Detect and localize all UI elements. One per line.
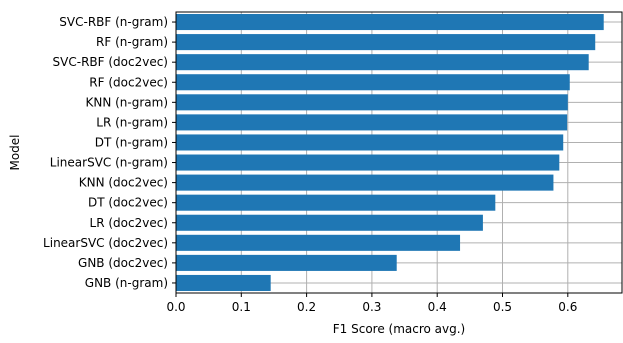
x-tick-label: 0.3: [362, 300, 381, 314]
y-tick-label: DT (doc2vec): [88, 196, 168, 210]
bars: [176, 14, 604, 291]
bar: [176, 74, 570, 90]
bar: [176, 14, 604, 30]
x-tick-label: 0.4: [428, 300, 447, 314]
bar: [176, 255, 397, 271]
x-tick-label: 0.0: [166, 300, 185, 314]
y-tick-label: LinearSVC (doc2vec): [43, 236, 168, 250]
y-tick-label: GNB (doc2vec): [78, 256, 168, 270]
x-axis-ticks: 0.0 0.1 0.2 0.3 0.4 0.5 0.6: [166, 293, 577, 314]
y-tick-label: KNN (doc2vec): [79, 176, 168, 190]
y-tick-label: RF (n-gram): [96, 35, 168, 49]
y-tick-label: LinearSVC (n-gram): [50, 156, 168, 170]
y-axis-label: Model: [8, 134, 22, 170]
bar: [176, 34, 595, 50]
x-tick-label: 0.2: [297, 300, 316, 314]
y-tick-label: LR (n-gram): [96, 115, 168, 129]
x-tick-label: 0.1: [232, 300, 251, 314]
bar: [176, 155, 559, 171]
y-axis-ticks: SVC-RBF (n-gram) RF (n-gram) SVC-RBF (doc2…: [43, 15, 176, 290]
y-tick-label: DT (n-gram): [95, 135, 168, 149]
y-tick-label: KNN (n-gram): [85, 95, 168, 109]
bar: [176, 235, 460, 251]
bar: [176, 114, 567, 130]
y-tick-label: SVC-RBF (doc2vec): [53, 55, 168, 69]
bar: [176, 94, 568, 110]
x-axis-label: F1 Score (macro avg.): [333, 322, 466, 336]
y-tick-label: LR (doc2vec): [90, 216, 168, 230]
y-tick-label: SVC-RBF (n-gram): [59, 15, 168, 29]
y-tick-label: GNB (n-gram): [85, 276, 168, 290]
bar: [176, 195, 495, 211]
bar: [176, 175, 553, 191]
bar: [176, 54, 589, 70]
bar: [176, 134, 563, 150]
x-tick-label: 0.5: [493, 300, 512, 314]
y-tick-label: RF (doc2vec): [89, 75, 168, 89]
x-tick-label: 0.6: [558, 300, 577, 314]
bar: [176, 215, 483, 231]
bar: [176, 275, 271, 291]
